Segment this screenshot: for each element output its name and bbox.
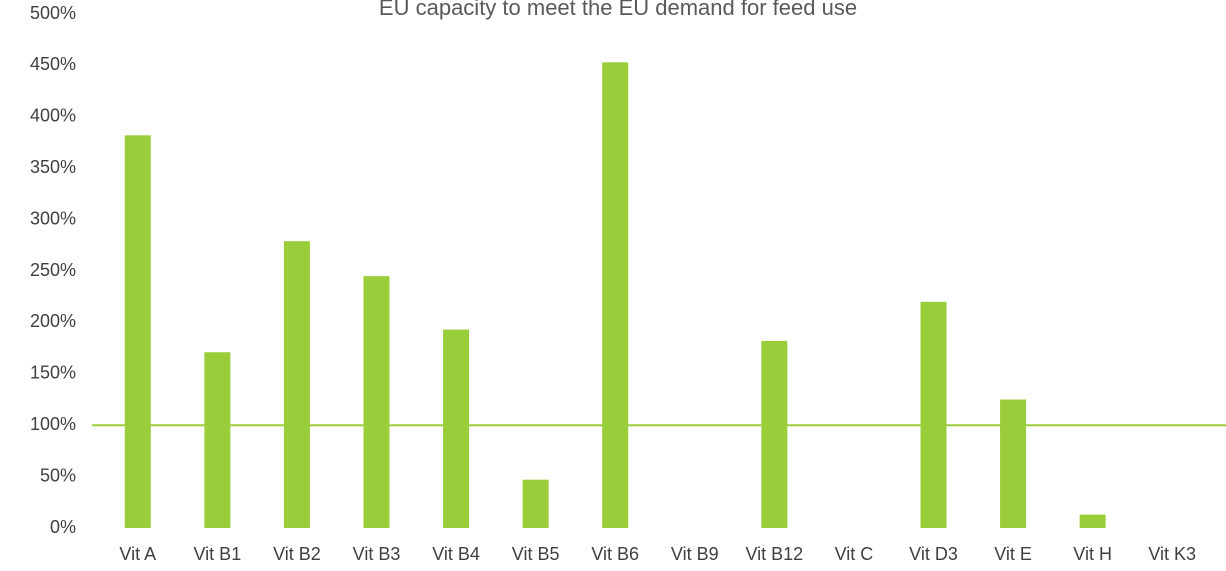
- y-tick-label: 200%: [30, 311, 76, 331]
- y-tick-label: 500%: [30, 3, 76, 23]
- y-tick-label: 250%: [30, 260, 76, 280]
- y-tick-label: 300%: [30, 208, 76, 228]
- bar: [602, 62, 629, 528]
- x-tick-label: Vit E: [994, 544, 1032, 564]
- x-tick-label: Vit B9: [671, 544, 719, 564]
- x-tick-label: Vit B3: [353, 544, 401, 564]
- y-tick-label: 350%: [30, 157, 76, 177]
- y-tick-label: 150%: [30, 363, 76, 383]
- y-tick-label: 100%: [30, 414, 76, 434]
- bar: [124, 135, 151, 528]
- x-tick-label: Vit B2: [273, 544, 321, 564]
- x-tick-label: Vit A: [119, 544, 156, 564]
- x-tick-label: Vit C: [835, 544, 874, 564]
- y-tick-label: 400%: [30, 106, 76, 126]
- bar: [1079, 514, 1106, 528]
- bar: [920, 301, 947, 528]
- x-tick-label: Vit B4: [432, 544, 480, 564]
- y-tick-label: 0%: [50, 517, 76, 537]
- x-tick-label: Vit D3: [909, 544, 958, 564]
- bar: [522, 479, 549, 528]
- x-tick-label: Vit B12: [745, 544, 803, 564]
- bar: [443, 329, 470, 528]
- chart-title: EU capacity to meet the EU demand for fe…: [379, 0, 857, 20]
- x-tick-label: Vit B6: [591, 544, 639, 564]
- x-tick-label: Vit B1: [194, 544, 242, 564]
- bar: [204, 352, 231, 528]
- bar: [363, 276, 390, 528]
- y-tick-label: 50%: [40, 465, 76, 485]
- x-tick-label: Vit H: [1073, 544, 1112, 564]
- y-tick-label: 450%: [30, 54, 76, 74]
- x-tick-label: Vit B5: [512, 544, 560, 564]
- bar: [1000, 399, 1027, 528]
- x-tick-label: Vit K3: [1148, 544, 1196, 564]
- bar: [283, 241, 310, 529]
- bar: [761, 340, 788, 528]
